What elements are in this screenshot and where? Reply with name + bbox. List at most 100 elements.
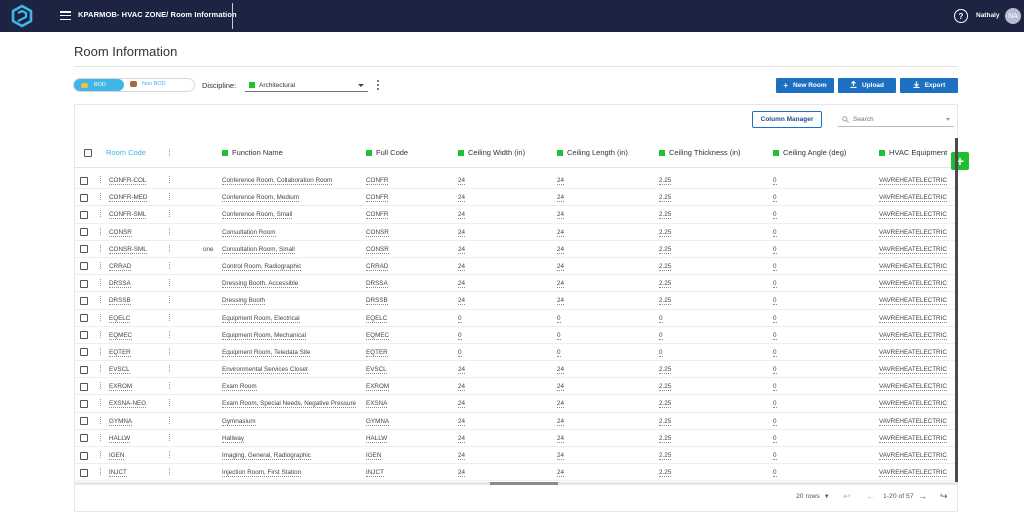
cell-full-code[interactable]: DRSSA [366, 280, 388, 289]
cell-ceiling-width[interactable]: 24 [458, 211, 466, 220]
row-checkbox[interactable] [80, 451, 88, 460]
cell-hvac-equipment[interactable]: VAVREHEATELECTRIC [879, 383, 947, 392]
table-row[interactable]: IGEN Imaging, General, Radiographic IGEN 24… [74, 447, 958, 465]
cell-full-code[interactable]: EQMEC [366, 331, 390, 340]
row-drag-handle[interactable] [100, 399, 101, 407]
cell-full-code[interactable]: CONFR [366, 194, 389, 203]
cell-full-code[interactable]: CONSR [366, 245, 389, 254]
cell-function-name[interactable]: Consultation Room, Small [222, 245, 295, 254]
cell-ceiling-length[interactable]: 24 [557, 366, 565, 375]
row-drag-handle[interactable] [100, 416, 101, 424]
cell-ceiling-length[interactable]: 24 [557, 469, 565, 478]
more-options-icon[interactable] [376, 80, 379, 90]
row-checkbox[interactable] [80, 262, 88, 271]
last-page-icon[interactable]: ↪ [940, 491, 948, 501]
row-checkbox[interactable] [80, 245, 88, 254]
cell-hvac-equipment[interactable]: VAVREHEATELECTRIC [879, 348, 947, 357]
cell-ceiling-width[interactable]: 24 [458, 280, 466, 289]
cell-room-code[interactable]: CONSR [109, 228, 132, 237]
row-checkbox[interactable] [80, 176, 88, 185]
cell-ceiling-length[interactable]: 24 [557, 400, 565, 409]
table-row[interactable]: CONFR-MED Conference Room, Medium CONFR 24 2… [74, 189, 958, 207]
cell-ceiling-thickness[interactable]: 2.25 [659, 366, 672, 375]
cell-ceiling-width[interactable]: 0 [458, 314, 462, 323]
cell-function-name[interactable]: Gymnasium [222, 417, 256, 426]
row-drag-handle[interactable] [100, 261, 101, 269]
cell-room-code[interactable]: DRSSB [109, 297, 131, 306]
column-header-hvac-equipment[interactable]: HVAC Equipment [879, 148, 957, 157]
row-checkbox[interactable] [80, 210, 88, 219]
table-row[interactable]: GYMNA Gymnasium GYMNA 24 24 2.25 0 VAVREHEATELE… [74, 413, 958, 430]
table-row[interactable]: CONFR-SML Conference Room, Small CONFR 24 24… [74, 206, 958, 224]
cell-ceiling-thickness[interactable]: 2.25 [659, 297, 672, 306]
cell-full-code[interactable]: IGEN [366, 452, 382, 460]
cell-ceiling-length[interactable]: 24 [557, 417, 565, 426]
cell-ceiling-thickness[interactable]: 2.25 [659, 400, 672, 409]
cell-ceiling-width[interactable]: 24 [458, 366, 466, 375]
row-drag-handle[interactable] [100, 433, 101, 441]
row-checkbox[interactable] [80, 331, 88, 340]
cell-function-name[interactable]: Conference Room, Medium [222, 194, 299, 203]
cell-ceiling-width[interactable]: 24 [458, 400, 466, 409]
cell-ceiling-thickness[interactable]: 2.25 [659, 194, 672, 203]
table-row[interactable]: INJCT Injection Room, First Station INJCT 2… [74, 464, 958, 482]
cell-ceiling-width[interactable]: 0 [458, 348, 462, 357]
cell-hvac-equipment[interactable]: VAVREHEATELECTRIC [879, 211, 947, 220]
non-bod-option[interactable]: Non BOD [130, 81, 166, 87]
cell-full-code[interactable]: EVSCL [366, 366, 387, 375]
row-checkbox[interactable] [80, 365, 88, 374]
cell-function-name[interactable]: Conference Room, Small [222, 211, 293, 220]
cell-ceiling-angle[interactable]: 0 [773, 262, 777, 271]
cell-hvac-equipment[interactable]: VAVREHEATELECTRIC [879, 366, 947, 375]
cell-ceiling-length[interactable]: 24 [557, 194, 565, 203]
column-resize-handle[interactable] [169, 149, 170, 156]
cell-full-code[interactable]: HALLW [366, 434, 388, 443]
cell-ceiling-angle[interactable]: 0 [773, 228, 777, 237]
cell-room-code[interactable]: DRSSA [109, 280, 131, 289]
help-icon[interactable]: ? [954, 9, 968, 23]
row-drag-handle[interactable] [100, 279, 101, 287]
cell-ceiling-width[interactable]: 24 [458, 194, 466, 203]
column-manager-button[interactable]: Column Manager [752, 111, 822, 128]
cell-hvac-equipment[interactable]: VAVREHEATELECTRIC [879, 297, 947, 306]
cell-ceiling-length[interactable]: 24 [557, 383, 565, 392]
cell-room-code[interactable]: EVSCL [109, 366, 130, 375]
cell-ceiling-angle[interactable]: 0 [773, 211, 777, 220]
column-header-ceiling-length[interactable]: Ceiling Length (in) [557, 148, 628, 157]
table-row[interactable]: one CONSR-SML Consultation Room, Small CONS… [74, 241, 958, 258]
cell-full-code[interactable]: CRRAD [366, 262, 389, 271]
row-drag-handle[interactable] [100, 451, 101, 458]
cell-ceiling-angle[interactable]: 0 [773, 297, 777, 306]
cell-function-name[interactable]: Hallway [222, 434, 245, 443]
cell-ceiling-length[interactable]: 24 [557, 452, 565, 460]
cell-hvac-equipment[interactable]: VAVREHEATELECTRIC [879, 245, 947, 254]
first-page-icon[interactable]: ↩ [843, 491, 851, 501]
cell-full-code[interactable]: EXSNA [366, 400, 388, 409]
cell-room-code[interactable]: HALLW [109, 434, 131, 443]
cell-hvac-equipment[interactable]: VAVREHEATELECTRIC [879, 331, 947, 340]
row-checkbox[interactable] [80, 279, 88, 288]
cell-ceiling-thickness[interactable]: 2.25 [659, 280, 672, 289]
cell-function-name[interactable]: Injection Room, First Station [222, 469, 302, 478]
cell-ceiling-thickness[interactable]: 2.25 [659, 383, 672, 392]
cell-ceiling-length[interactable]: 24 [557, 228, 565, 237]
horizontal-scrollbar-thumb[interactable] [490, 482, 558, 485]
cell-ceiling-width[interactable]: 24 [458, 177, 466, 185]
cell-room-code[interactable]: EXROM [109, 383, 133, 392]
cell-function-name[interactable]: Equipment Room, Mechanical [222, 331, 306, 340]
cell-ceiling-thickness[interactable]: 2.25 [659, 177, 672, 185]
row-drag-handle[interactable] [100, 330, 101, 338]
cell-hvac-equipment[interactable]: VAVREHEATELECTRIC [879, 469, 947, 478]
chevron-down-icon[interactable] [946, 118, 950, 121]
table-row[interactable]: EQMEC Equipment Room, Mechanical EQMEC 0 0 0 0… [74, 327, 958, 344]
column-header-ceiling-thickness[interactable]: Ceiling Thickness (in) [659, 148, 741, 157]
column-header-function-name[interactable]: Function Name [222, 148, 283, 157]
cell-function-name[interactable]: Dressing Booth, Accessible [222, 280, 299, 289]
cell-ceiling-width[interactable]: 24 [458, 228, 466, 237]
new-room-button[interactable]: + New Room [776, 78, 834, 93]
cell-ceiling-thickness[interactable]: 2.25 [659, 417, 672, 426]
column-header-full-code[interactable]: Full Code [366, 148, 408, 157]
column-header-ceiling-angle[interactable]: Ceiling Angle (deg) [773, 148, 846, 157]
row-drag-handle[interactable] [100, 382, 101, 390]
cell-room-code[interactable]: CONFR-SML [109, 211, 147, 220]
